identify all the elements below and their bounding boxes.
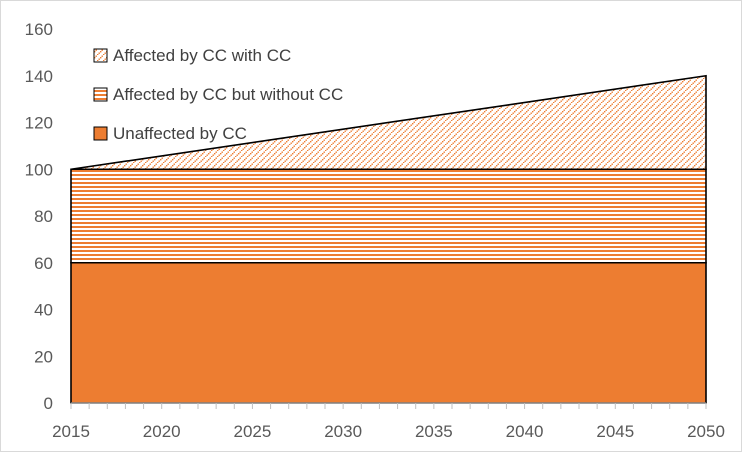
x-tick-label: 2035 xyxy=(415,422,453,441)
x-axis-ticks: 2015 2020 2025 2030 2035 2040 2045 2050 xyxy=(52,403,725,441)
y-axis-ticks: 0 20 40 60 80 100 120 140 160 xyxy=(25,20,53,413)
y-tick-label: 140 xyxy=(25,67,53,86)
x-tick-label: 2015 xyxy=(52,422,90,441)
x-tick-label: 2045 xyxy=(596,422,634,441)
area-affected-by-cc-with-cc xyxy=(70,74,707,171)
legend-swatch-affected-by-cc-but-without-cc xyxy=(93,87,108,102)
y-tick-label: 120 xyxy=(25,114,53,133)
area-affected-by-cc-but-without-cc xyxy=(70,168,707,264)
y-tick-label: 20 xyxy=(34,347,53,366)
legend-swatch-affected-by-cc-with-cc xyxy=(93,48,108,63)
y-tick-label: 0 xyxy=(44,394,53,413)
legend: Affected by CC with CC Affected by CC but… xyxy=(93,46,343,143)
x-tick-label: 2025 xyxy=(234,422,272,441)
legend-swatch-unaffected-by-cc xyxy=(93,126,108,141)
area-unaffected-by-cc xyxy=(70,261,707,404)
series-areas xyxy=(70,74,707,404)
y-tick-label: 100 xyxy=(25,160,53,179)
y-tick-label: 80 xyxy=(34,207,53,226)
x-tick-label: 2030 xyxy=(324,422,362,441)
x-tick-label: 2050 xyxy=(687,422,725,441)
y-tick-label: 60 xyxy=(34,254,53,273)
legend-label-affected-by-cc-but-without-cc: Affected by CC but without CC xyxy=(113,85,343,104)
y-tick-label: 40 xyxy=(34,301,53,320)
x-tick-label: 2040 xyxy=(506,422,544,441)
legend-label-unaffected-by-cc: Unaffected by CC xyxy=(113,124,247,143)
legend-label-affected-by-cc-with-cc: Affected by CC with CC xyxy=(113,46,291,65)
x-tick-label: 2020 xyxy=(143,422,181,441)
y-tick-label: 160 xyxy=(25,20,53,39)
